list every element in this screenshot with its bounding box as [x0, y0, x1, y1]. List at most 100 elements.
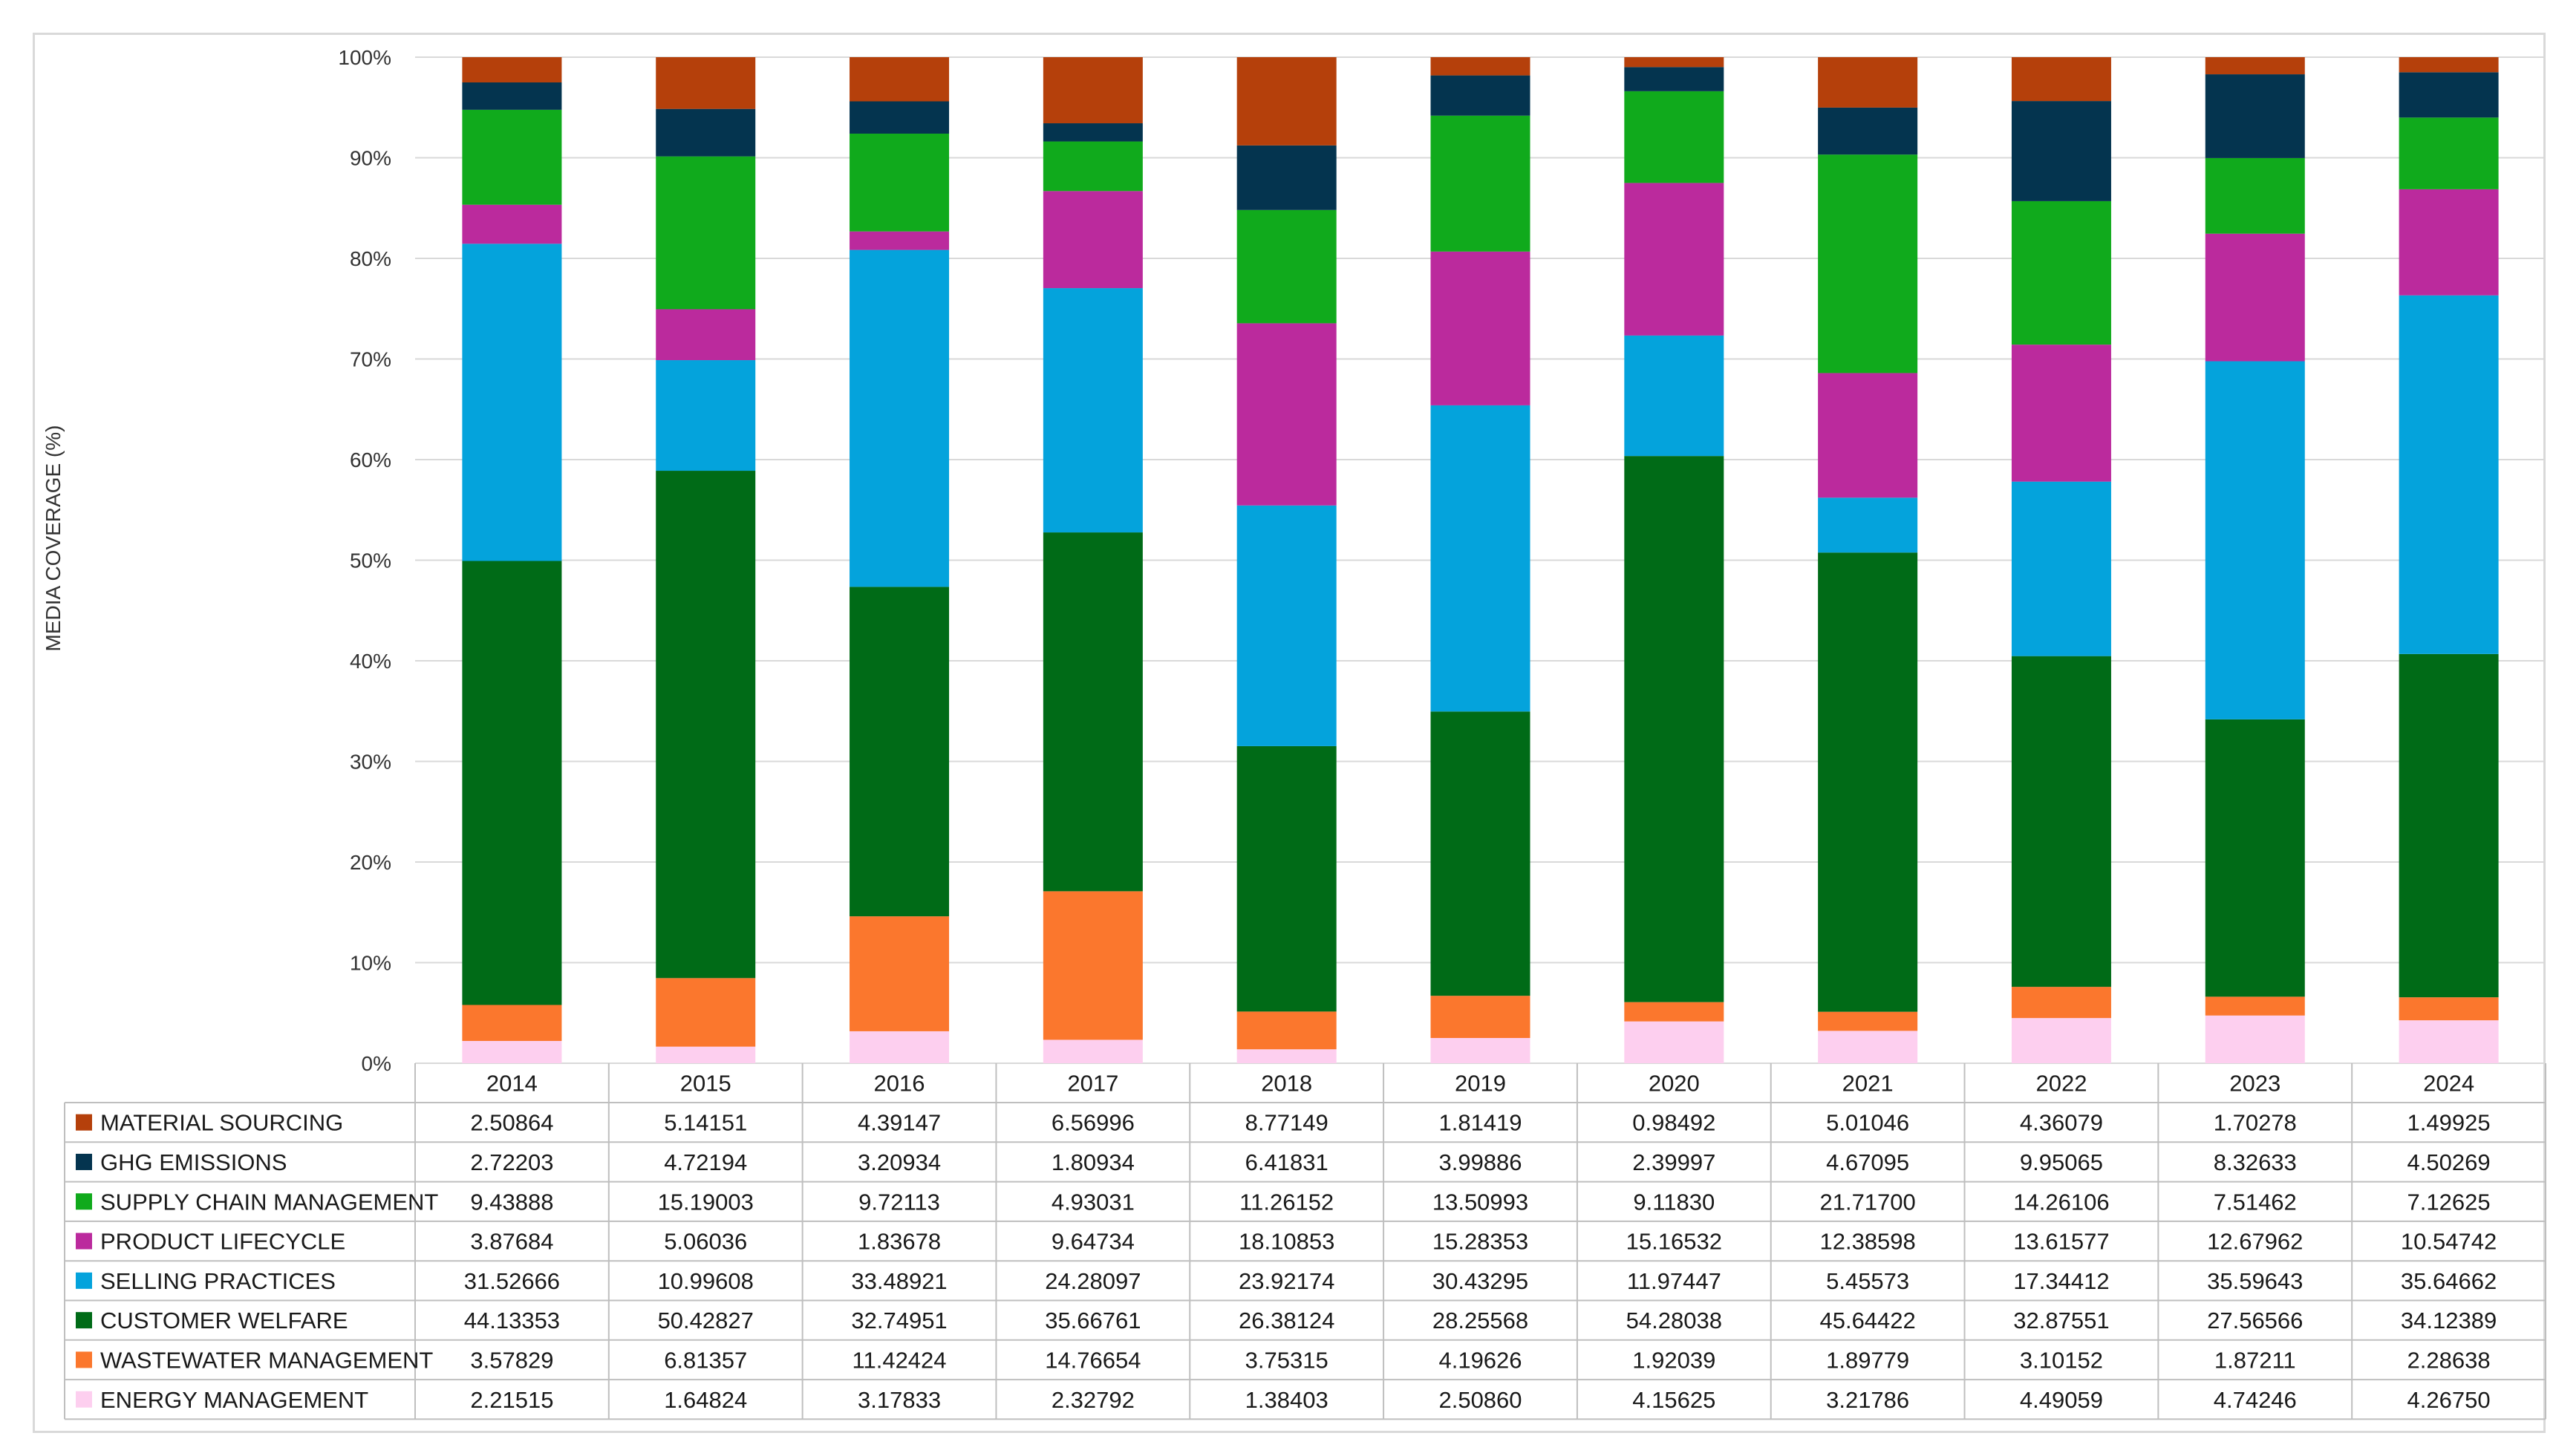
x-tick-label: 2015	[680, 1071, 731, 1097]
bar-segment	[2205, 1015, 2305, 1063]
table-cell: 17.34412	[2013, 1268, 2109, 1294]
data-table: 2014 2015 2016 2017 2018 2019 2020 2021 2022 2023…	[64, 1063, 2546, 1420]
table-cell: 1.89779	[1826, 1347, 1909, 1373]
table-cell: 3.57829	[470, 1347, 553, 1373]
bar-segment	[1818, 373, 1918, 498]
bar-segment	[1624, 335, 1724, 457]
table-cell: 13.50993	[1432, 1189, 1528, 1215]
table-cell: 9.11830	[1633, 1189, 1715, 1215]
bar-segment	[462, 1005, 562, 1041]
table-cell: 3.10152	[2020, 1347, 2103, 1373]
bar-segment	[462, 82, 562, 110]
bar-segment	[1430, 996, 1530, 1039]
table-cell: 4.50269	[2407, 1149, 2491, 1175]
bar-segment	[2399, 997, 2499, 1021]
table-cell: 4.74246	[2214, 1387, 2297, 1413]
table-cell: 3.17833	[858, 1387, 941, 1413]
bar-segment	[850, 101, 950, 134]
table-cell: 5.06036	[664, 1229, 747, 1255]
table-cell: 1.81419	[1438, 1110, 1522, 1136]
bar-segment	[1236, 57, 1337, 146]
y-tick-label: 10%	[350, 952, 391, 975]
bar-segment	[1624, 183, 1724, 336]
bar-segment	[2011, 656, 2111, 987]
table-cell: 4.67095	[1826, 1149, 1909, 1175]
legend-entry: GHG EMISSIONS	[100, 1149, 287, 1175]
table-cell: 4.26750	[2407, 1387, 2491, 1413]
legend-entry: ENERGY MANAGEMENT	[100, 1387, 368, 1413]
y-axis-title: MEDIA COVERAGE (%)	[42, 425, 65, 652]
y-tick-label: 30%	[350, 751, 391, 774]
table-cell: 34.12389	[2401, 1308, 2497, 1333]
bar-segment	[2011, 1018, 2111, 1063]
y-tick-label: 80%	[350, 247, 391, 270]
bar-segment	[1624, 1021, 1724, 1063]
bar-segment	[2399, 72, 2499, 118]
table-cell: 9.64734	[1052, 1229, 1135, 1255]
bar-segment	[850, 587, 950, 917]
table-cell: 3.87684	[470, 1229, 553, 1255]
table-cell: 6.81357	[664, 1347, 747, 1373]
legend-swatch	[76, 1391, 92, 1408]
bar-segment	[2399, 295, 2499, 654]
bar-segment	[1430, 1038, 1530, 1063]
table-cell: 12.67962	[2207, 1229, 2303, 1255]
bar-segment	[2205, 233, 2305, 362]
bar-segment	[1818, 154, 1918, 373]
bar-segment	[656, 309, 756, 361]
bars	[462, 57, 2499, 1063]
table-cell: 1.80934	[1052, 1149, 1135, 1175]
bar-segment	[1624, 57, 1724, 68]
y-tick-labels: 0% 10% 20% 30% 40% 50% 60% 70% 80% 90% 100%	[338, 46, 391, 1075]
table-cell: 10.54742	[2401, 1229, 2497, 1255]
bar-segment	[2011, 200, 2111, 345]
bar-segment	[656, 57, 756, 109]
bar-segment	[2399, 1020, 2499, 1063]
x-tick-label: 2019	[1455, 1071, 1506, 1097]
table-cell: 9.43888	[470, 1189, 553, 1215]
legend-swatch	[76, 1153, 92, 1170]
x-tick-label: 2022	[2035, 1071, 2087, 1097]
table-cell: 2.50860	[1438, 1387, 1522, 1413]
table-cell: 8.32633	[2214, 1149, 2297, 1175]
table-cell: 44.13353	[464, 1308, 560, 1333]
bar-segment	[656, 471, 756, 979]
table-cell: 7.51462	[2214, 1189, 2297, 1215]
table-cell: 4.36079	[2020, 1110, 2103, 1136]
bar-segment	[462, 1040, 562, 1063]
bar-segment	[850, 57, 950, 102]
bar-segment	[2205, 74, 2305, 158]
bar-segment	[1236, 1049, 1337, 1063]
legend-entry: PRODUCT LIFECYCLE	[100, 1229, 345, 1255]
table-cell: 9.72113	[858, 1189, 940, 1215]
table-cell: 31.52666	[464, 1268, 560, 1294]
bar-segment	[1430, 405, 1530, 712]
bar-segment	[1624, 67, 1724, 91]
table-cell: 21.71700	[1819, 1189, 1915, 1215]
y-tick-label: 70%	[350, 348, 391, 371]
table-cell: 3.20934	[858, 1149, 941, 1175]
bar-segment	[1818, 497, 1918, 553]
table-cell: 11.26152	[1239, 1189, 1334, 1215]
table-cell: 1.64824	[664, 1387, 747, 1413]
bar-segment	[1430, 711, 1530, 996]
y-tick-label: 50%	[350, 549, 391, 572]
table-cell: 11.97447	[1627, 1268, 1721, 1294]
legend-entry: SUPPLY CHAIN MANAGEMENT	[100, 1189, 438, 1215]
bar-segment	[2011, 57, 2111, 102]
bar-segment	[1430, 57, 1530, 76]
bar-segment	[2205, 719, 2305, 997]
bar-segment	[1624, 91, 1724, 183]
bar-segment	[1043, 891, 1143, 1040]
x-tick-label: 2017	[1067, 1071, 1118, 1097]
table-cell: 2.39997	[1632, 1149, 1715, 1175]
table-cell: 35.59643	[2207, 1268, 2303, 1294]
y-tick-label: 0%	[362, 1052, 391, 1075]
table-cell: 54.28038	[1626, 1308, 1722, 1333]
table-cell: 35.66761	[1045, 1308, 1141, 1333]
table-cell: 4.15625	[1632, 1387, 1715, 1413]
table-cell: 1.49925	[2407, 1110, 2491, 1136]
bar-segment	[2205, 57, 2305, 75]
table-cell: 1.38403	[1245, 1387, 1328, 1413]
bar-segment	[1430, 75, 1530, 116]
